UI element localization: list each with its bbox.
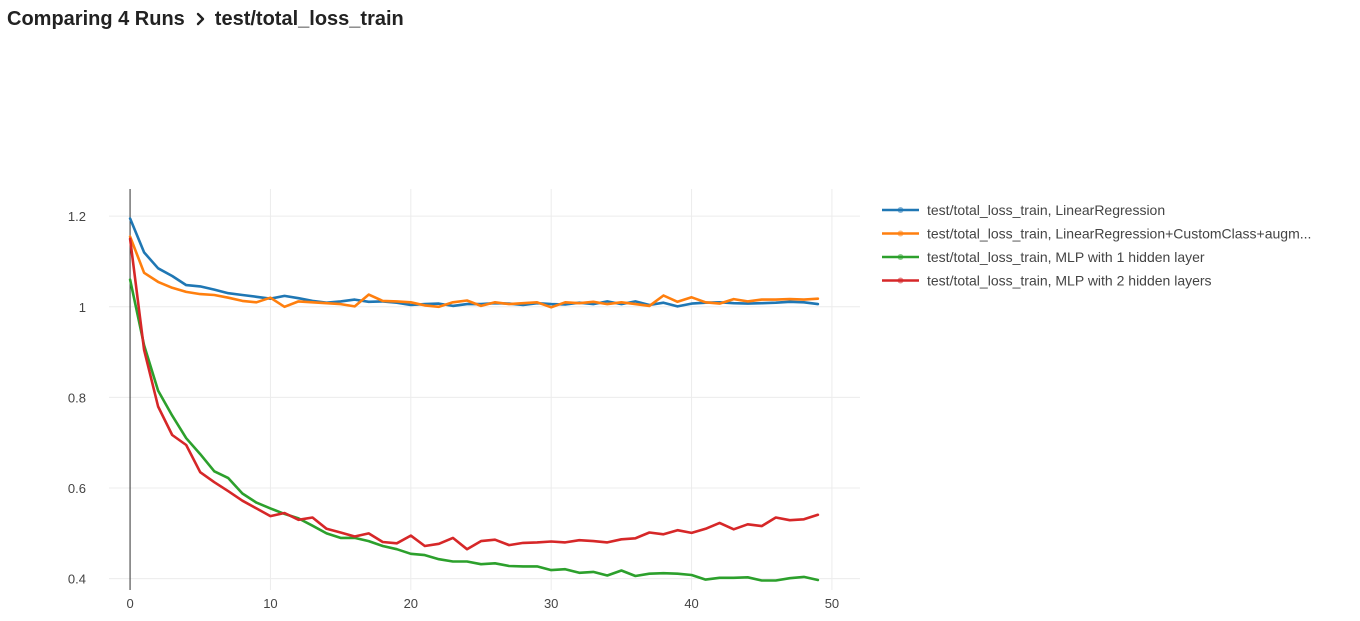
legend-label: test/total_loss_train, MLP with 1 hidden…: [927, 249, 1205, 265]
legend-item[interactable]: test/total_loss_train, MLP with 1 hidden…: [882, 249, 1205, 265]
chart-legend[interactable]: test/total_loss_train, LinearRegression t…: [882, 202, 1311, 289]
x-tick-label: 50: [825, 596, 839, 611]
y-tick-label: 0.4: [68, 572, 86, 587]
legend-label: test/total_loss_train, LinearRegression: [927, 202, 1165, 218]
chart-grid: [109, 189, 860, 590]
legend-marker-icon: [897, 230, 904, 237]
series-line-4[interactable]: [128, 237, 820, 551]
y-tick-label: 0.8: [68, 390, 86, 405]
y-tick-label: 0.6: [68, 481, 86, 496]
x-tick-label: 0: [126, 596, 133, 611]
metric-name: test/total_loss_train: [214, 7, 404, 30]
x-tick-label: 20: [404, 596, 418, 611]
y-tick-label: 1: [79, 300, 86, 315]
legend-item[interactable]: test/total_loss_train, MLP with 2 hidden…: [882, 273, 1212, 289]
legend-marker-icon: [897, 277, 904, 284]
chart-series[interactable]: [128, 217, 820, 582]
x-tick-label: 10: [263, 596, 277, 611]
legend-label: test/total_loss_train, MLP with 2 hidden…: [927, 273, 1212, 289]
comparison-title: Comparing 4 Runs: [7, 7, 185, 30]
x-tick-label: 30: [544, 596, 558, 611]
legend-item[interactable]: test/total_loss_train, LinearRegression: [882, 202, 1165, 218]
series-line-3[interactable]: [128, 278, 820, 582]
y-tick-label: 1.2: [68, 209, 86, 224]
legend-marker-icon: [897, 207, 904, 213]
chart-axes: 0 10 20 30 40 50 0.4 0.6 0.8 1 1.2: [68, 189, 839, 611]
legend-marker-icon: [897, 254, 904, 260]
x-tick-label: 40: [684, 596, 698, 611]
series-line-2[interactable]: [128, 235, 820, 309]
legend-item[interactable]: test/total_loss_train, LinearRegression+…: [882, 226, 1311, 242]
legend-label: test/total_loss_train, LinearRegression+…: [927, 226, 1311, 242]
page-header: Comparing 4 Runs test/total_loss_train: [7, 5, 404, 33]
chevron-right-icon: [196, 12, 206, 26]
series-line-1[interactable]: [128, 217, 820, 308]
